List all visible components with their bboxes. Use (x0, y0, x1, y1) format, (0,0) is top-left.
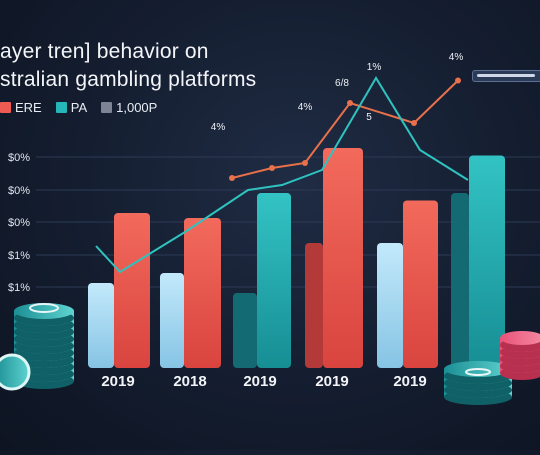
bars (88, 148, 505, 368)
x-axis-ticks: 2019 2018 2019 2019 2019 (101, 373, 426, 390)
x-tick-label: 2019 (315, 373, 348, 390)
bar (184, 218, 221, 368)
y-tick-label: $1% (8, 282, 30, 294)
bar (233, 293, 257, 368)
slider-bar (472, 70, 540, 82)
chip-symbol (29, 303, 59, 313)
bar (160, 273, 184, 368)
trend-point (229, 175, 235, 181)
trend-point (269, 165, 275, 171)
x-tick-label: 2019 (101, 373, 134, 390)
x-tick-label: 2018 (173, 373, 206, 390)
y-tick-label: $0% (8, 185, 30, 197)
point-annotation: 4% (211, 122, 226, 133)
chip-top (500, 331, 540, 345)
bar (323, 148, 363, 368)
y-tick-label: $1% (8, 250, 30, 262)
y-tick-label: $0% (8, 217, 30, 229)
bar (257, 193, 291, 368)
bar (451, 193, 469, 368)
y-axis-ticks: $0% $0% $0% $1% $1% (8, 152, 30, 294)
x-tick-label: 2019 (393, 373, 426, 390)
trend-line-orange (231, 79, 459, 179)
point-annotation: 4% (449, 52, 464, 63)
chart-title-line-1: ayer tren] behavior on (0, 40, 209, 63)
trend-point (347, 100, 353, 106)
bar (469, 155, 505, 368)
legend-swatch (55, 102, 67, 113)
point-annotation: 4% (298, 102, 313, 113)
trend-point (302, 160, 308, 166)
point-annotation: 6/8 (335, 78, 349, 89)
point-annotation: 1% (367, 62, 382, 73)
chart-title-line-2: stralian gambling platforms (0, 68, 257, 91)
legend-swatch (0, 102, 11, 113)
legend-label: 1,000P (116, 100, 158, 115)
x-tick-label: 2019 (243, 373, 276, 390)
trend-line-teal (95, 76, 469, 274)
chip-symbol (465, 368, 491, 376)
bar (114, 213, 150, 368)
legend-label: PA (70, 100, 88, 115)
bar (377, 243, 403, 368)
legend-swatch (101, 102, 113, 113)
bar (88, 283, 114, 368)
poker-chips-stack-left-icon (0, 303, 74, 391)
slider-fill (477, 74, 535, 77)
bar (305, 243, 323, 368)
chip-front (0, 353, 31, 391)
legend-label: ERE (15, 100, 42, 115)
poker-chips-stack-right-icon (444, 331, 540, 405)
legend-item-pa: PA (55, 100, 88, 115)
legend-item-ere: ERE (0, 100, 42, 115)
point-annotation: 5 (366, 112, 372, 123)
legend-item-1000p: 1,000P (101, 100, 157, 115)
trend-lines: 4% 4% 6/8 5 1% 4% (95, 52, 469, 274)
trend-point (455, 77, 461, 84)
bar (403, 200, 438, 368)
y-tick-label: $0% (8, 152, 30, 164)
legend: ERE PA 1,000P (0, 100, 157, 115)
trend-point (411, 120, 417, 126)
